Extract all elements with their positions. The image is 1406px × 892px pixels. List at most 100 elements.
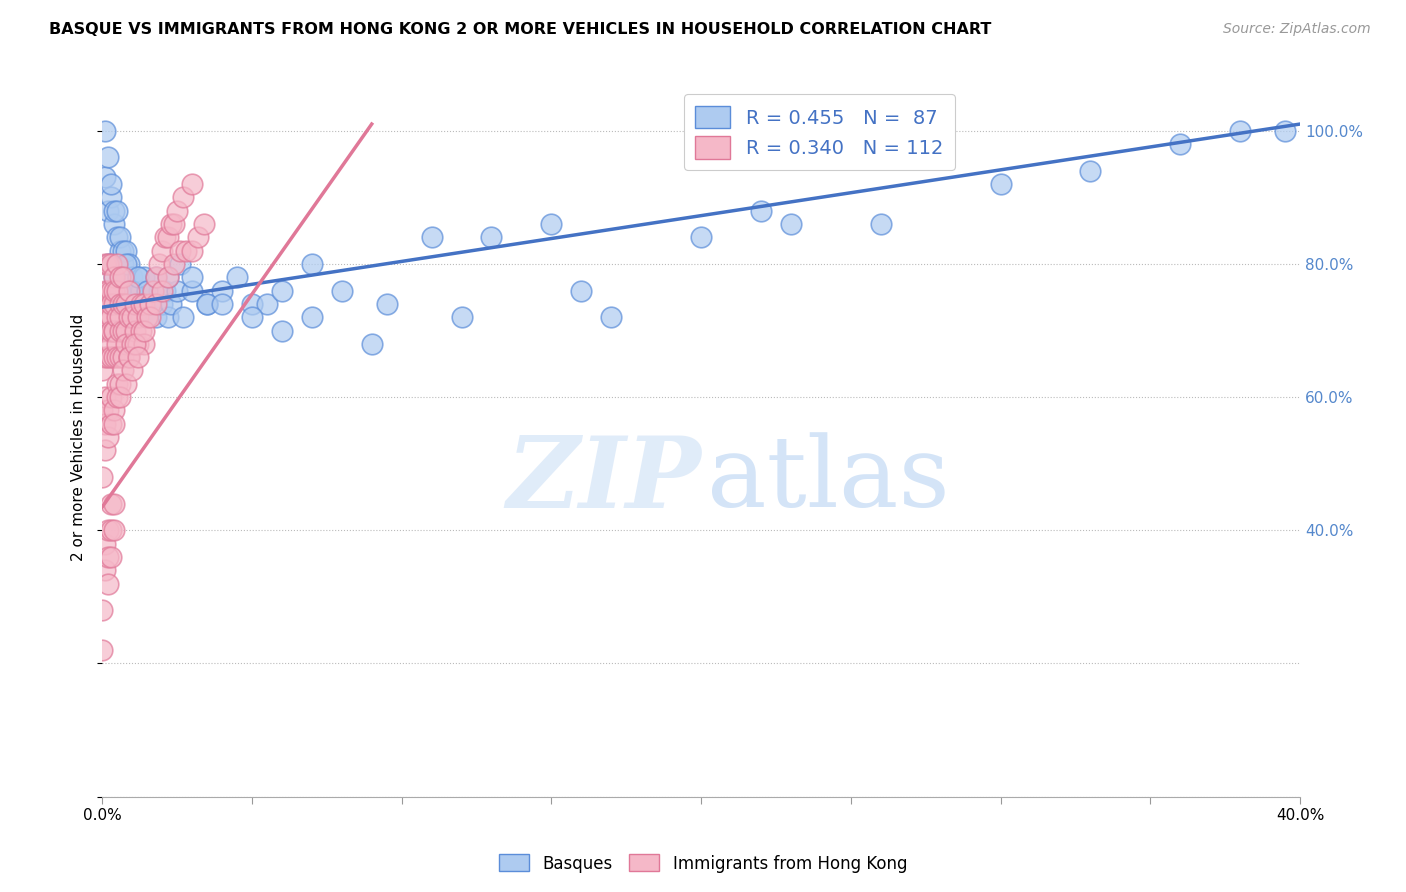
- Point: [166, 203, 188, 218]
- Point: [94, 443, 117, 458]
- Point: [108, 297, 131, 311]
- Point: [105, 336, 128, 351]
- Point: [97, 350, 120, 364]
- Point: [129, 324, 152, 338]
- Point: [91, 470, 114, 484]
- Point: [450, 310, 472, 325]
- Point: [105, 310, 128, 325]
- Point: [105, 230, 128, 244]
- Point: [145, 270, 167, 285]
- Point: [540, 217, 562, 231]
- Point: [375, 297, 398, 311]
- Point: [97, 523, 120, 537]
- Point: [1168, 136, 1191, 151]
- Point: [153, 284, 176, 298]
- Point: [129, 297, 152, 311]
- Point: [100, 417, 122, 431]
- Point: [749, 203, 772, 218]
- Point: [121, 310, 143, 325]
- Point: [142, 284, 165, 298]
- Point: [166, 284, 188, 298]
- Point: [115, 244, 138, 258]
- Point: [100, 257, 122, 271]
- Point: [105, 376, 128, 391]
- Point: [105, 284, 128, 298]
- Point: [160, 297, 183, 311]
- Point: [97, 310, 120, 325]
- Point: [97, 150, 120, 164]
- Point: [150, 297, 173, 311]
- Point: [103, 324, 125, 338]
- Point: [100, 177, 122, 191]
- Point: [94, 350, 117, 364]
- Point: [139, 297, 162, 311]
- Point: [139, 310, 162, 325]
- Point: [169, 244, 191, 258]
- Point: [105, 257, 128, 271]
- Point: [103, 270, 125, 285]
- Point: [100, 284, 122, 298]
- Point: [124, 324, 146, 338]
- Text: ZIP: ZIP: [506, 432, 702, 528]
- Point: [91, 403, 114, 417]
- Point: [100, 257, 122, 271]
- Point: [153, 230, 176, 244]
- Point: [97, 203, 120, 218]
- Point: [105, 257, 128, 271]
- Point: [97, 297, 120, 311]
- Point: [115, 324, 138, 338]
- Text: Source: ZipAtlas.com: Source: ZipAtlas.com: [1223, 22, 1371, 37]
- Point: [121, 284, 143, 298]
- Point: [157, 310, 180, 325]
- Point: [103, 403, 125, 417]
- Point: [108, 284, 131, 298]
- Point: [105, 350, 128, 364]
- Point: [94, 536, 117, 550]
- Point: [127, 336, 149, 351]
- Point: [115, 297, 138, 311]
- Point: [169, 257, 191, 271]
- Point: [97, 549, 120, 564]
- Point: [97, 257, 120, 271]
- Point: [134, 297, 156, 311]
- Text: BASQUE VS IMMIGRANTS FROM HONG KONG 2 OR MORE VEHICLES IN HOUSEHOLD CORRELATION : BASQUE VS IMMIGRANTS FROM HONG KONG 2 OR…: [49, 22, 991, 37]
- Point: [134, 324, 156, 338]
- Y-axis label: 2 or more Vehicles in Household: 2 or more Vehicles in Household: [72, 313, 86, 561]
- Point: [145, 297, 167, 311]
- Point: [100, 324, 122, 338]
- Point: [136, 284, 159, 298]
- Point: [108, 244, 131, 258]
- Point: [240, 310, 263, 325]
- Point: [103, 497, 125, 511]
- Point: [115, 270, 138, 285]
- Point: [127, 270, 149, 285]
- Point: [157, 270, 180, 285]
- Point: [115, 336, 138, 351]
- Point: [187, 230, 209, 244]
- Point: [103, 203, 125, 218]
- Point: [103, 217, 125, 231]
- Point: [600, 310, 623, 325]
- Point: [103, 270, 125, 285]
- Point: [108, 350, 131, 364]
- Point: [270, 324, 292, 338]
- Point: [990, 177, 1012, 191]
- Point: [124, 284, 146, 298]
- Point: [91, 603, 114, 617]
- Point: [100, 549, 122, 564]
- Point: [195, 297, 218, 311]
- Point: [181, 244, 204, 258]
- Point: [211, 284, 233, 298]
- Point: [100, 310, 122, 325]
- Point: [195, 297, 218, 311]
- Point: [103, 417, 125, 431]
- Point: [157, 230, 180, 244]
- Point: [118, 350, 141, 364]
- Point: [163, 257, 186, 271]
- Point: [112, 270, 135, 285]
- Point: [157, 270, 180, 285]
- Point: [1274, 124, 1296, 138]
- Point: [91, 643, 114, 657]
- Point: [97, 257, 120, 271]
- Point: [869, 217, 891, 231]
